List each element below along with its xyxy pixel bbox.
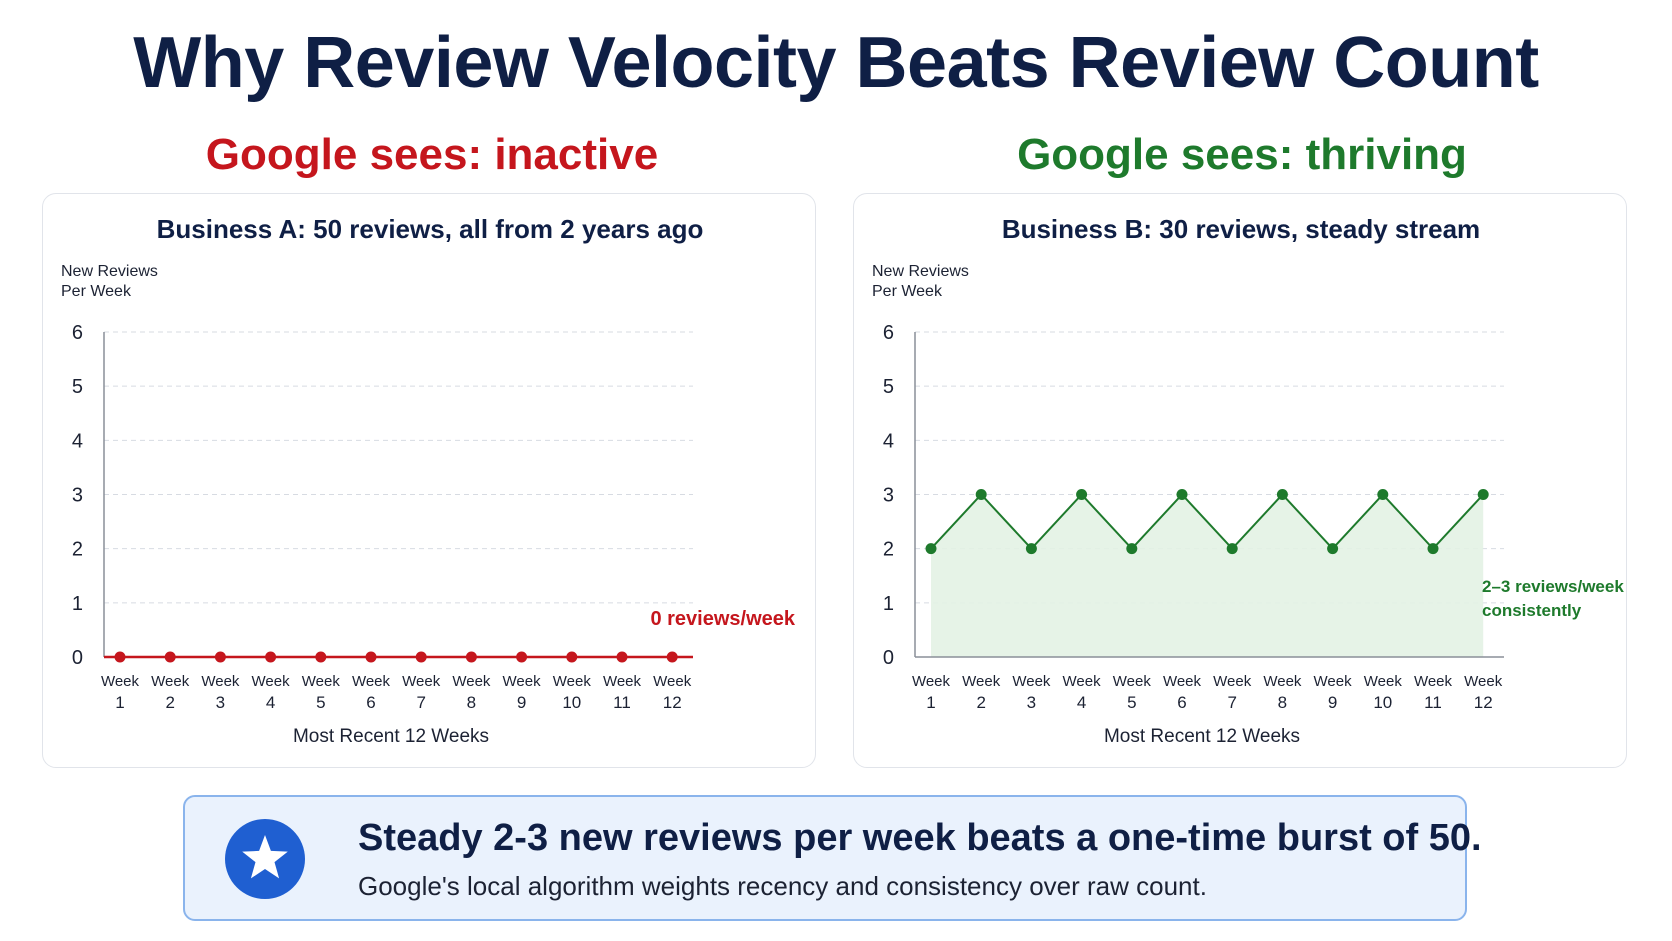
business-a-data-point <box>214 651 226 663</box>
business-a-chart: Business A: 50 reviews, all from 2 years… <box>61 214 796 747</box>
business-a-data-point <box>114 651 126 663</box>
business-b-area-fill <box>931 494 1484 657</box>
business-b-x-tick-label: Week 1 <box>912 673 951 712</box>
business-a-data-point <box>666 651 678 663</box>
business-a-x-tick-label: Week 3 <box>201 673 240 712</box>
business-a-data-point <box>465 651 477 663</box>
business-b-data-point <box>925 543 937 555</box>
callout-subtext: Google's local algorithm weights recency… <box>358 871 1207 901</box>
callout-headline: Steady 2-3 new reviews per week beats a … <box>358 817 1482 859</box>
business-b-x-tick-label: Week 3 <box>1012 673 1051 712</box>
business-b-x-tick-label: Week 7 <box>1213 673 1252 712</box>
business-a-x-tick-label: Week 11 <box>603 673 642 712</box>
business-a-x-tick-label: Week 6 <box>352 673 391 712</box>
business-b-y-tick-label: 3 <box>883 485 894 507</box>
business-a-chart-panel: Business A: 50 reviews, all from 2 years… <box>42 193 816 768</box>
business-a-x-tick-label: Week 1 <box>101 673 140 712</box>
business-b-x-tick-label: Week 6 <box>1163 673 1202 712</box>
business-a-verdict: Google sees: inactive <box>205 130 659 179</box>
business-a-data-point <box>566 651 578 663</box>
business-a-x-tick-label: Week 12 <box>653 673 692 712</box>
business-a-y-tick-label: 0 <box>72 647 83 669</box>
business-b-x-tick-label: Week 4 <box>1063 673 1102 712</box>
business-b-y-tick-label: 5 <box>883 376 894 398</box>
business-b-y-axis-label: New Reviews Per Week <box>872 263 969 300</box>
business-a-data-point <box>616 651 628 663</box>
business-b-y-tick-label: 2 <box>883 539 894 561</box>
takeaway-callout: Steady 2-3 new reviews per week beats a … <box>183 795 1482 921</box>
business-a-y-axis-label: New Reviews Per Week <box>61 263 158 300</box>
business-b-x-tick-label: Week 11 <box>1414 673 1453 712</box>
business-b-x-tick-label: Week 2 <box>962 673 1001 712</box>
star-icon <box>242 835 288 879</box>
business-b-annotation: 2–3 reviews/week consistently <box>1482 577 1624 620</box>
business-a-x-tick-label: Week 7 <box>402 673 441 712</box>
business-b-chart-panel: Business B: 30 reviews, steady stream New… <box>853 193 1627 768</box>
business-a-x-tick-label: Week 10 <box>553 673 592 712</box>
business-a-data-point <box>365 651 377 663</box>
business-b-chart-title: Business B: 30 reviews, steady stream <box>1002 214 1480 244</box>
business-b-data-point <box>1427 543 1439 555</box>
business-a-data-point <box>415 651 427 663</box>
business-b-x-tick-label: Week 9 <box>1314 673 1353 712</box>
business-a-y-tick-label: 2 <box>72 539 83 561</box>
business-b-x-tick-label: Week 8 <box>1263 673 1302 712</box>
business-b-y-tick-label: 1 <box>883 593 894 615</box>
business-b-data-point <box>1477 489 1489 500</box>
business-b-chart: Business B: 30 reviews, steady stream New… <box>872 214 1624 747</box>
business-a-y-tick-label: 3 <box>72 485 83 507</box>
business-b-data-point <box>1176 489 1188 500</box>
business-b-data-point <box>1126 543 1138 555</box>
business-b-data-point <box>1025 543 1037 555</box>
business-a-data-point <box>315 651 327 663</box>
business-a-data-point <box>265 651 277 663</box>
business-a-x-tick-label: Week 9 <box>503 673 542 712</box>
business-b-verdict: Google sees: thriving <box>1017 130 1467 179</box>
business-a-x-tick-label: Week 8 <box>452 673 491 712</box>
business-a-data-point <box>516 651 528 663</box>
business-b-data-point <box>1226 543 1238 555</box>
business-a-y-tick-label: 4 <box>72 430 83 452</box>
business-b-x-tick-label: Week 10 <box>1364 673 1403 712</box>
star-badge <box>225 819 305 899</box>
page-title: Why Review Velocity Beats Review Count <box>133 23 1539 103</box>
business-b-data-point <box>975 489 987 500</box>
business-a-data-point <box>164 651 176 663</box>
business-b-data-point <box>1327 543 1339 555</box>
business-a-chart-title: Business A: 50 reviews, all from 2 years… <box>157 214 704 244</box>
business-b-y-tick-label: 4 <box>883 430 894 452</box>
business-b-data-point <box>1076 489 1088 500</box>
business-b-y-tick-label: 0 <box>883 647 894 669</box>
business-a-x-tick-label: Week 2 <box>151 673 190 712</box>
business-b-series-line <box>930 493 1484 551</box>
business-a-y-tick-label: 5 <box>72 376 83 398</box>
business-b-x-tick-label: Week 5 <box>1113 673 1152 712</box>
business-b-y-tick-label: 6 <box>883 322 894 344</box>
business-b-data-point <box>1276 489 1288 500</box>
business-a-y-tick-label: 1 <box>72 593 83 615</box>
business-a-x-tick-label: Week 4 <box>252 673 291 712</box>
business-b-data-point <box>1377 489 1389 500</box>
business-b-x-tick-label: Week 12 <box>1464 673 1503 712</box>
business-a-x-axis-label: Most Recent 12 Weeks <box>293 726 489 747</box>
business-a-y-tick-label: 6 <box>72 322 83 344</box>
business-b-x-axis-label: Most Recent 12 Weeks <box>1104 726 1300 747</box>
business-a-annotation: 0 reviews/week <box>650 608 795 630</box>
business-a-x-tick-label: Week 5 <box>302 673 341 712</box>
